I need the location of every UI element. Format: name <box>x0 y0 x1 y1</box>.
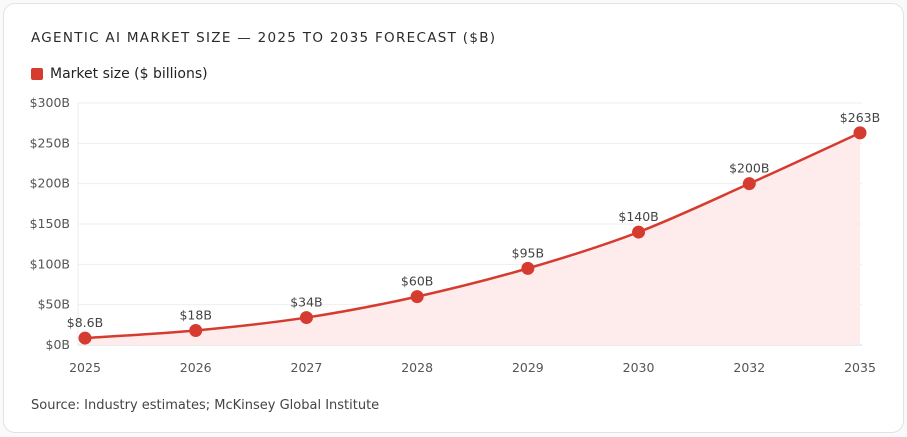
data-label: $34B <box>290 295 322 310</box>
x-tick-label: 2029 <box>512 360 544 375</box>
x-tick-label: 2027 <box>291 360 323 375</box>
y-tick-label: $250B <box>30 135 70 150</box>
data-label: $263B <box>840 110 880 125</box>
y-tick-label: $150B <box>30 216 70 231</box>
data-point <box>189 323 203 337</box>
data-label: $140B <box>618 209 658 224</box>
chart-title: AGENTIC AI MARKET SIZE — 2025 TO 2035 FO… <box>31 30 497 46</box>
y-tick-label: $100B <box>30 256 70 271</box>
y-tick-label: $300B <box>30 95 70 110</box>
data-point <box>521 261 535 275</box>
data-label: $200B <box>729 161 769 176</box>
data-point <box>853 126 867 140</box>
x-tick-label: 2025 <box>69 360 101 375</box>
x-tick-label: 2035 <box>844 360 876 375</box>
data-point <box>632 225 646 239</box>
area-fill <box>85 132 860 345</box>
data-label: $8.6B <box>67 315 103 330</box>
legend-swatch <box>31 68 43 80</box>
data-point <box>410 290 424 304</box>
y-tick-label: $200B <box>30 176 70 191</box>
y-tick-label: $0B <box>46 337 70 352</box>
x-tick-label: 2026 <box>180 360 212 375</box>
x-tick-label: 2032 <box>733 360 765 375</box>
legend: Market size ($ billions) <box>31 66 208 82</box>
legend-label: Market size ($ billions) <box>50 66 208 82</box>
data-point <box>78 331 92 345</box>
y-tick-label: $50B <box>38 297 70 312</box>
x-tick-label: 2028 <box>401 360 433 375</box>
data-point <box>299 311 313 325</box>
data-label: $95B <box>512 245 544 260</box>
data-label: $18B <box>179 307 211 322</box>
x-tick-label: 2030 <box>623 360 655 375</box>
source-note: Source: Industry estimates; McKinsey Glo… <box>31 398 380 413</box>
data-point <box>742 177 756 191</box>
data-label: $60B <box>401 274 433 289</box>
